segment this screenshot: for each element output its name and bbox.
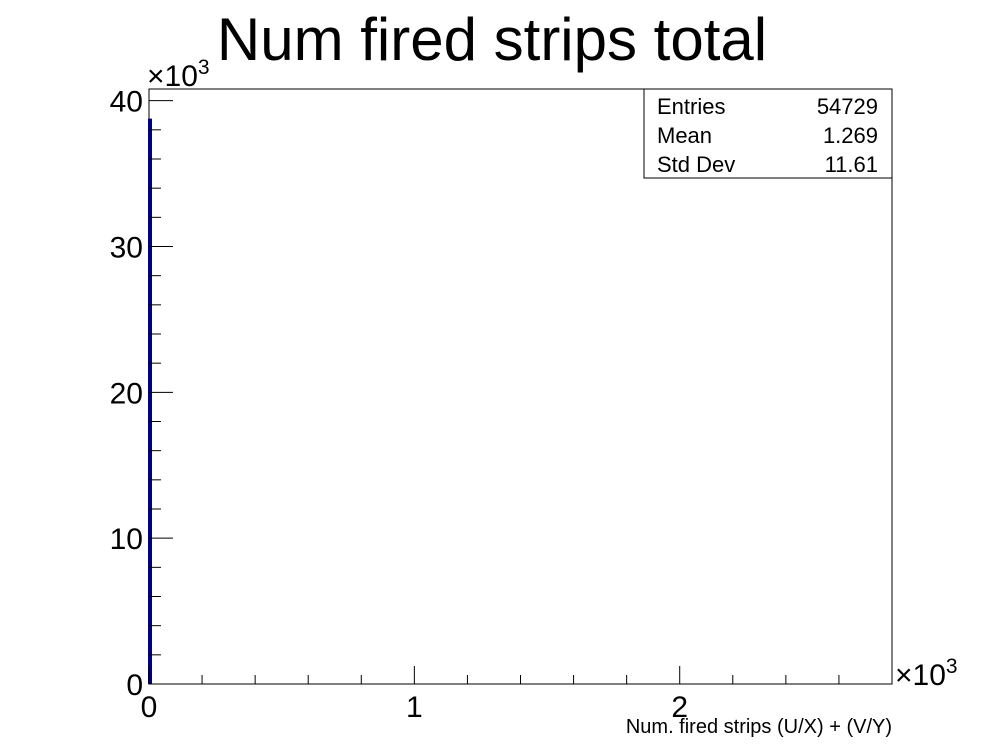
x-tick-label: 1 (406, 691, 423, 724)
stats-stddev-label: Std Dev (657, 152, 735, 177)
stats-stddev-value: 11.61 (825, 152, 878, 177)
histogram-bars (148, 118, 152, 684)
x-tick-label: 0 (141, 691, 158, 724)
y-axis-ticks: 0 10 20 30 40 (110, 86, 173, 702)
stats-box-frame (643, 88, 893, 179)
stats-entries-label: Entries (657, 94, 725, 119)
x-tick-label: 2 (671, 691, 688, 724)
chart-title: Num fired strips total (217, 6, 767, 73)
x-axis-title: Num. fired strips (U/X) + (V/Y) (626, 716, 892, 738)
stats-entries-value: 54729 (817, 94, 878, 119)
y-exponent-label: ×103 (147, 56, 210, 93)
stats-mean-value: 1.269 (823, 123, 878, 148)
y-tick-label: 30 (110, 232, 143, 265)
y-tick-label: 10 (110, 523, 143, 556)
y-tick-label: 0 (126, 669, 143, 702)
y-tick-label: 20 (110, 377, 143, 410)
stats-mean-label: Mean (657, 123, 712, 148)
x-axis-ticks: 0 1 2 (141, 666, 893, 724)
histogram-bin-0 (148, 118, 152, 684)
stats-box: Entries 54729 Mean 1.269 Std Dev 11.61 (643, 88, 893, 179)
y-tick-label: 40 (110, 86, 143, 119)
x-exponent-label: ×103 (895, 655, 958, 692)
